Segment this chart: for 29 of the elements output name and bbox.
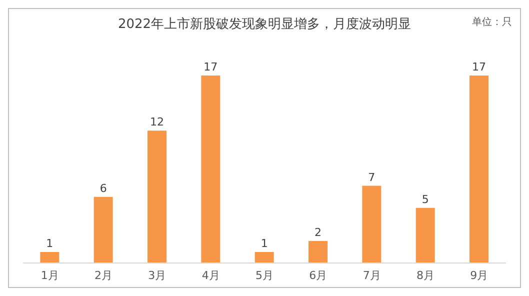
data-label: 1 xyxy=(260,236,268,250)
bar xyxy=(470,76,489,263)
data-label: 5 xyxy=(422,192,429,206)
x-tick-label: 6月 xyxy=(309,268,328,282)
data-label: 7 xyxy=(368,170,376,184)
chart-title: 2022年上市新股破发现象明显增多，月度波动明显 xyxy=(118,17,412,32)
x-tick-label: 4月 xyxy=(202,268,220,282)
bar xyxy=(308,240,328,263)
data-label: 2 xyxy=(314,226,322,239)
x-tick-label: 7月 xyxy=(362,268,381,282)
data-label: 6 xyxy=(100,182,107,195)
bar xyxy=(148,130,167,263)
bar xyxy=(201,76,220,263)
x-tick-label: 1月 xyxy=(40,268,59,282)
x-tick-label: 3月 xyxy=(148,268,166,282)
bar xyxy=(254,252,274,263)
bar xyxy=(40,252,60,263)
bar xyxy=(362,186,382,263)
data-label: 17 xyxy=(472,60,486,74)
data-label: 1 xyxy=(46,236,54,250)
x-tick-label: 2月 xyxy=(94,268,112,282)
data-label: 12 xyxy=(150,116,164,129)
data-label: 17 xyxy=(204,60,218,74)
x-tick-label: 8月 xyxy=(416,268,434,282)
bar xyxy=(416,208,435,263)
x-tick-label: 5月 xyxy=(256,268,274,282)
text: 单位：只 xyxy=(472,16,512,29)
bar xyxy=(94,196,113,263)
x-tick-label: 9月 xyxy=(470,268,488,282)
